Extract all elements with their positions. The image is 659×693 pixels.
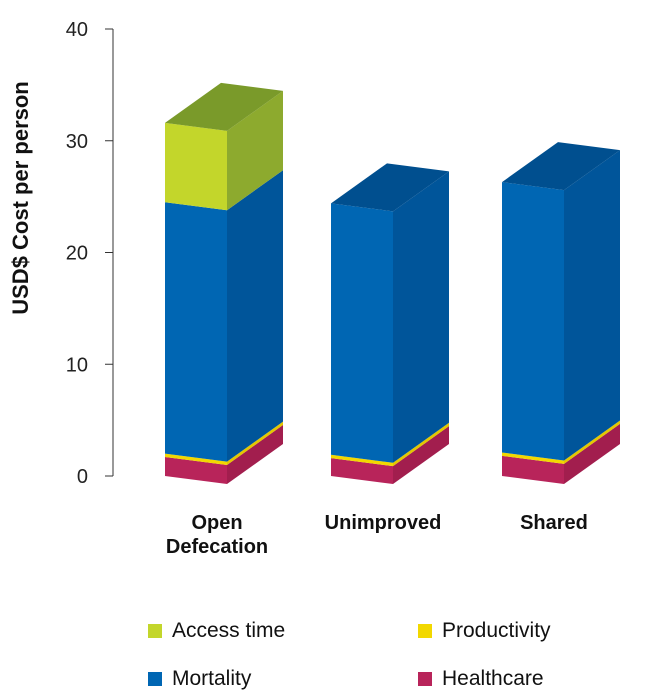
bar-1-healthcare bbox=[331, 426, 449, 484]
bar-0-access-time-front bbox=[165, 122, 227, 211]
legend-swatch bbox=[148, 624, 162, 638]
bar-2-mortality bbox=[502, 150, 620, 461]
bar-2-healthcare-side bbox=[564, 423, 620, 484]
legend-item-productivity: Productivity bbox=[418, 619, 551, 642]
bar-0-access-time-side bbox=[227, 90, 283, 211]
legend-swatch bbox=[148, 672, 162, 686]
bar-1-mortality-side bbox=[393, 171, 449, 463]
legend-label: Mortality bbox=[172, 667, 252, 690]
bar-1-mortality-front bbox=[331, 203, 393, 463]
bar-1-productivity-front bbox=[331, 454, 393, 467]
legend-item-healthcare: Healthcare bbox=[418, 667, 544, 690]
bars bbox=[165, 82, 620, 484]
bar-0-healthcare-front bbox=[165, 457, 227, 484]
y-tick-label: 10 bbox=[66, 354, 88, 376]
legend-item-mortality: Mortality bbox=[148, 667, 252, 690]
bar-2-mortality-front bbox=[502, 182, 564, 461]
bar-2-healthcare-front bbox=[502, 455, 564, 484]
x-tick-label: Shared bbox=[520, 512, 588, 534]
bar-0-mortality-side bbox=[227, 170, 283, 462]
bar-1-healthcare-front bbox=[331, 458, 393, 484]
bar-2-mortality-side bbox=[564, 150, 620, 461]
bar-0-access-time-top bbox=[165, 82, 283, 131]
bar-1-mortality-top bbox=[331, 163, 449, 212]
y-tick-label: 30 bbox=[66, 131, 88, 153]
bar-1-productivity-side bbox=[393, 422, 449, 467]
legend-swatch bbox=[418, 624, 432, 638]
bar-2-productivity-side bbox=[564, 420, 620, 464]
y-tick-label: 40 bbox=[66, 19, 88, 41]
bar-0-productivity-front bbox=[165, 453, 227, 466]
y-tick-label: 0 bbox=[77, 466, 88, 488]
bar-0-mortality-front bbox=[165, 202, 227, 462]
bar-1-mortality bbox=[331, 171, 449, 463]
legend-item-access-time: Access time bbox=[148, 619, 285, 642]
bar-0-mortality bbox=[165, 170, 283, 462]
y-tick-label: 20 bbox=[66, 243, 88, 265]
legend-label: Access time bbox=[172, 619, 285, 642]
bar-2-productivity bbox=[502, 420, 620, 464]
bar-1-productivity bbox=[331, 422, 449, 467]
bar-0-healthcare-side bbox=[227, 425, 283, 484]
y-axis-label: USD$ Cost per person bbox=[8, 81, 33, 315]
category-labels: Open Defecation Unimproved Shared bbox=[166, 512, 588, 558]
bar-1-healthcare-side bbox=[393, 426, 449, 484]
bar-2-mortality-top bbox=[502, 142, 620, 191]
bar-0-productivity-side bbox=[227, 421, 283, 466]
bar-2-productivity-front bbox=[502, 452, 564, 464]
bar-0-healthcare bbox=[165, 425, 283, 484]
x-tick-label: Unimproved bbox=[325, 512, 442, 534]
legend-label: Healthcare bbox=[442, 667, 544, 690]
bar-0-productivity bbox=[165, 421, 283, 466]
legend-label: Productivity bbox=[442, 619, 551, 642]
legend-swatch bbox=[418, 672, 432, 686]
bar-2-healthcare bbox=[502, 423, 620, 484]
bar-0-access-time bbox=[165, 90, 283, 211]
legend: Access time Productivity Mortality Healthca… bbox=[148, 619, 551, 690]
y-axis: 0 10 20 30 40 bbox=[66, 19, 114, 488]
x-tick-label: Open Defecation bbox=[166, 512, 268, 558]
